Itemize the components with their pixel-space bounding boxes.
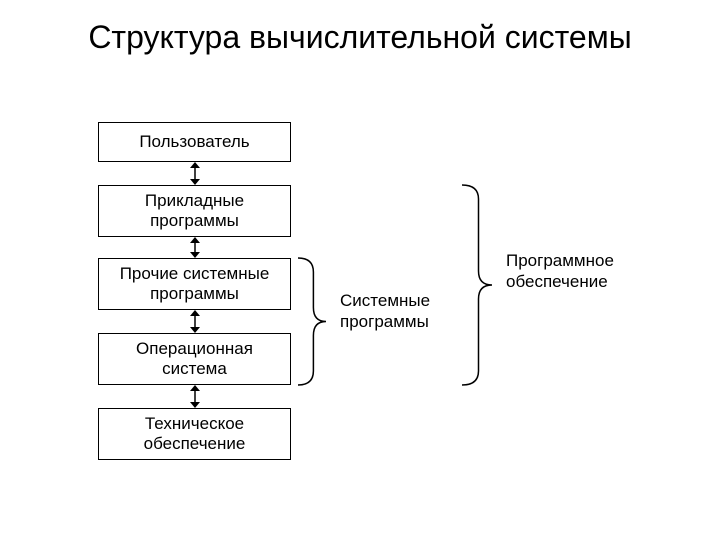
arrow-other-os — [188, 310, 202, 333]
bracket-system-label: Системные программы — [340, 290, 450, 333]
box-user: Пользователь — [98, 122, 291, 162]
box-apps: Прикладные программы — [98, 185, 291, 237]
box-other-label: Прочие системные программы — [103, 264, 286, 305]
page-title: Структура вычислительной системы — [0, 18, 720, 56]
bracket-software — [458, 181, 496, 389]
box-os: Операционная система — [98, 333, 291, 385]
box-os-label: Операционная система — [103, 339, 286, 380]
bracket-software-label: Программное обеспечение — [506, 250, 636, 293]
arrow-os-hw — [188, 385, 202, 408]
arrow-user-apps — [188, 162, 202, 185]
box-user-label: Пользователь — [139, 132, 249, 152]
box-other: Прочие системные программы — [98, 258, 291, 310]
arrow-apps-other — [188, 237, 202, 258]
bracket-system-programs — [294, 254, 330, 389]
box-hw: Техническое обеспечение — [98, 408, 291, 460]
box-hw-label: Техническое обеспечение — [103, 414, 286, 455]
box-apps-label: Прикладные программы — [103, 191, 286, 232]
